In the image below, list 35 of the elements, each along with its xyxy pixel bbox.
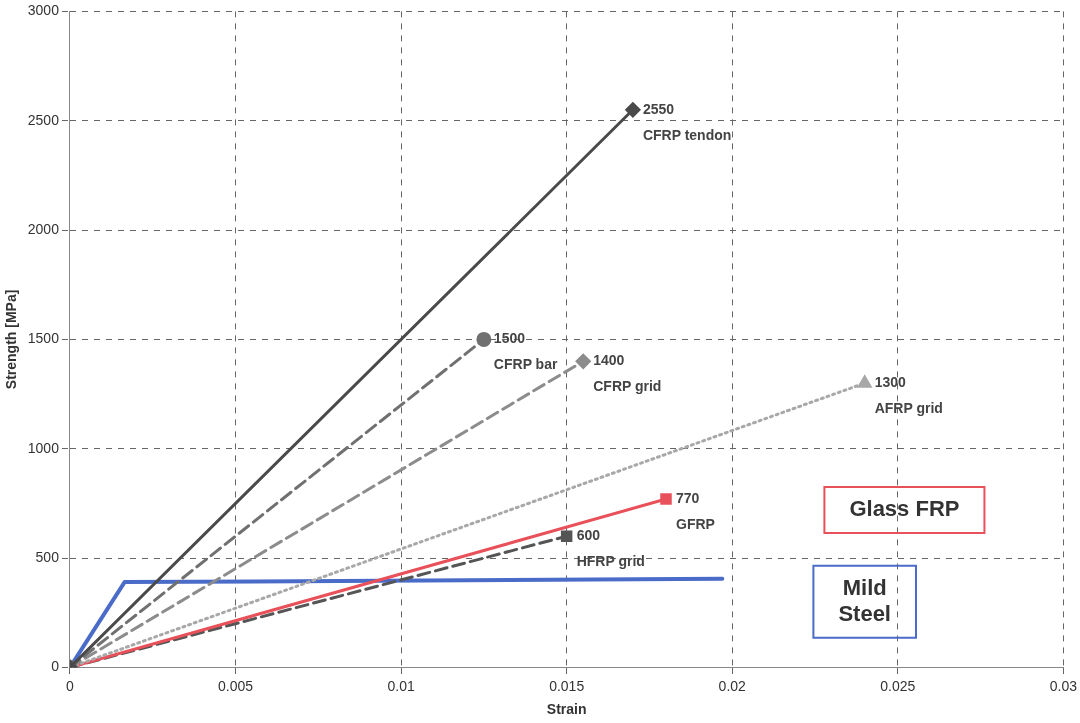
data-label: 770: [676, 489, 700, 506]
data-label: 600: [576, 527, 601, 544]
x-tick-label: 0.01: [387, 677, 415, 694]
point: [660, 493, 672, 505]
annotation: Glass FRP: [849, 496, 960, 522]
x-tick-label: 0.015: [549, 677, 585, 694]
point: [625, 102, 641, 118]
data-label: 1300: [874, 373, 907, 390]
series-label: CFRP bar: [493, 356, 558, 373]
y-tick-label: 2500: [27, 111, 60, 128]
series-label: CFRP grid: [593, 378, 662, 395]
y-tick-label: 0: [51, 658, 60, 675]
point: [476, 331, 492, 347]
data-label: 1500: [493, 330, 526, 347]
x-tick-label: 0.025: [880, 677, 916, 694]
y-axis-title: Strength [MPa]: [3, 289, 20, 390]
y-tick-label: 500: [35, 548, 60, 565]
series-label: GFRP: [676, 515, 715, 532]
x-axis-title: Strain: [546, 701, 587, 718]
point: [575, 353, 591, 369]
data-label: 2550: [642, 100, 675, 117]
point: [560, 530, 573, 542]
y-tick-label: 3000: [27, 2, 60, 19]
series-label: CFRP tendon: [642, 126, 732, 143]
x-tick-label: 0.02: [718, 677, 747, 694]
data-label: 1400: [593, 352, 625, 369]
series-label: AFRP grid: [874, 399, 943, 416]
annotation: Mild Steel: [838, 574, 891, 626]
series-label: HFRP grid: [576, 553, 645, 570]
y-tick-label: 1500: [27, 330, 60, 347]
x-tick-label: 0.005: [217, 677, 254, 694]
y-tick-label: 2000: [27, 220, 60, 237]
x-tick-label: 0: [66, 677, 75, 694]
y-tick-label: 1000: [27, 439, 60, 456]
x-tick-label: 0.03: [1049, 677, 1078, 694]
